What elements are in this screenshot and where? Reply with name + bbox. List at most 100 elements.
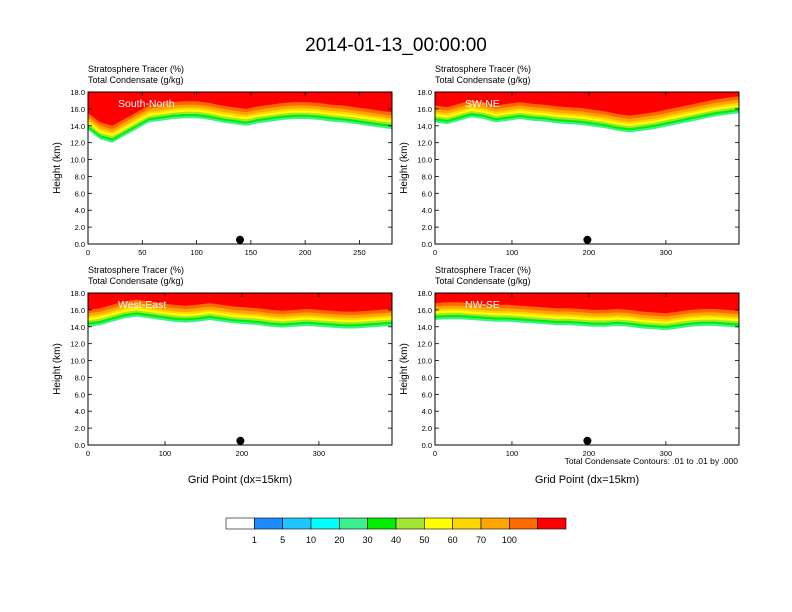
y-tick-label: 10.0 (70, 357, 85, 366)
y-tick-label: 12.0 (70, 340, 85, 349)
location-marker (236, 235, 244, 244)
colorbar-label: 10 (306, 535, 316, 545)
figure-title: 2014-01-13_00:00:00 (305, 35, 487, 56)
panel-west-east: West-East 0.0 2.0 4.0 6.0 8.0 10.0 12.0 14.0 16.0… (52, 265, 393, 486)
tracer-band-7 (88, 293, 392, 312)
tracer-band-7 (435, 293, 739, 314)
colorbar-label: 20 (334, 535, 344, 545)
x-tick-label: 300 (313, 449, 326, 458)
colorbar-label: 40 (391, 535, 401, 545)
x-tick-label: 50 (138, 248, 146, 257)
location-marker (236, 436, 245, 445)
colorbar-swatch (537, 517, 567, 530)
y-tick-label: 8.0 (75, 172, 85, 181)
x-tick-label: 100 (506, 248, 519, 257)
colorbar-swatch (424, 517, 453, 530)
x-tick-label: 300 (660, 248, 673, 257)
y-tick-label: 6.0 (422, 189, 432, 198)
x-axis-label: Grid Point (dx=15km) (188, 474, 292, 486)
colorbar-label: 5 (280, 535, 285, 545)
panel-title-line: Stratosphere Tracer (%) (435, 265, 531, 275)
y-tick-label: 0.0 (422, 441, 432, 450)
panel-title-line: Total Condensate (g/kg) (435, 75, 531, 85)
y-tick-label: 18.0 (417, 88, 432, 97)
y-tick-label: 0.0 (75, 240, 85, 249)
y-tick-label: 4.0 (422, 206, 432, 215)
y-axis-label: Height (km) (399, 142, 410, 194)
panel-nw-se: NW-SE 0.0 2.0 4.0 6.0 8.0 10.0 12.0 14.0 16.0 18.0… (399, 265, 740, 486)
y-tick-label: 10.0 (417, 357, 432, 366)
y-tick-label: 4.0 (75, 206, 85, 215)
colorbar-swatch (225, 517, 255, 530)
panel-title-line: Total Condensate (g/kg) (435, 276, 531, 286)
y-tick-label: 6.0 (75, 390, 85, 399)
panel-sw-ne: SW-NE 0.0 2.0 4.0 6.0 8.0 10.0 12.0 14.0 16.0 18.0… (399, 64, 740, 257)
panel-title-line: Total Condensate (g/kg) (88, 75, 184, 85)
contour-note: Total Condensate Contours: .01 to .01 by… (565, 456, 739, 466)
y-tick-label: 6.0 (422, 390, 432, 399)
x-tick-label: 0 (86, 248, 90, 257)
location-marker (583, 235, 592, 244)
colorbar-swatch (339, 517, 368, 530)
y-tick-label: 16.0 (70, 306, 85, 315)
x-tick-label: 100 (506, 449, 519, 458)
colorbar: 1 5 10 20 30 40 50 60 70 100 (225, 517, 567, 545)
y-tick-label: 16.0 (70, 105, 85, 114)
y-tick-label: 14.0 (70, 323, 85, 332)
cross-section-label: South-North (118, 98, 175, 110)
y-tick-label: 8.0 (422, 172, 432, 181)
panels-group: South-North 0.0 2.0 4.0 6.0 8.0 10.0 12.0 14.0 16… (52, 64, 740, 486)
y-tick-label: 0.0 (75, 441, 85, 450)
panel-title-line: Total Condensate (g/kg) (88, 276, 184, 286)
x-tick-label: 250 (353, 248, 366, 257)
y-tick-label: 14.0 (417, 323, 432, 332)
x-tick-label: 200 (583, 248, 596, 257)
y-tick-label: 14.0 (70, 122, 85, 131)
colorbar-swatch (452, 517, 482, 530)
location-marker (583, 436, 592, 445)
y-tick-label: 2.0 (75, 424, 85, 433)
y-tick-label: 2.0 (75, 223, 85, 232)
y-tick-label: 18.0 (70, 88, 85, 97)
cross-section-label: NW-SE (465, 299, 500, 311)
y-tick-label: 2.0 (422, 424, 432, 433)
plot-area: South-North (88, 92, 392, 244)
colorbar-swatch (367, 517, 397, 530)
x-tick-label: 150 (245, 248, 258, 257)
x-tick-label: 100 (159, 449, 172, 458)
y-tick-label: 16.0 (417, 105, 432, 114)
tracer-band-7 (435, 92, 739, 116)
plot-area: SW-NE (435, 92, 739, 244)
cross-section-label: SW-NE (465, 98, 500, 110)
x-tick-label: 200 (299, 248, 312, 257)
plot-frame (87, 91, 393, 245)
x-axis-label: Grid Point (dx=15km) (535, 474, 639, 486)
panel-title-line: Stratosphere Tracer (%) (88, 265, 184, 275)
x-tick-label: 200 (583, 449, 596, 458)
y-tick-label: 14.0 (417, 122, 432, 131)
y-tick-label: 12.0 (417, 340, 432, 349)
colorbar-swatch (310, 517, 340, 530)
plot-frame (87, 292, 393, 446)
y-axis-label: Height (km) (52, 142, 63, 194)
colorbar-swatch (480, 517, 510, 530)
cross-section-label: West-East (118, 299, 166, 311)
y-tick-label: 10.0 (70, 156, 85, 165)
colorbar-label: 100 (502, 535, 517, 545)
colorbar-label: 70 (476, 535, 486, 545)
y-axis-label: Height (km) (399, 343, 410, 395)
plot-frame (434, 91, 740, 245)
colorbar-swatch (395, 517, 425, 530)
y-tick-label: 16.0 (417, 306, 432, 315)
x-tick-label: 0 (433, 248, 437, 257)
y-tick-label: 18.0 (70, 289, 85, 298)
x-tick-label: 100 (190, 248, 203, 257)
plot-area: West-East (88, 293, 392, 445)
x-tick-label: 300 (660, 449, 673, 458)
y-tick-label: 8.0 (422, 373, 432, 382)
colorbar-label: 60 (448, 535, 458, 545)
colorbar-label: 1 (252, 535, 257, 545)
x-tick-label: 200 (236, 449, 249, 458)
y-tick-label: 8.0 (75, 373, 85, 382)
y-tick-label: 4.0 (75, 407, 85, 416)
